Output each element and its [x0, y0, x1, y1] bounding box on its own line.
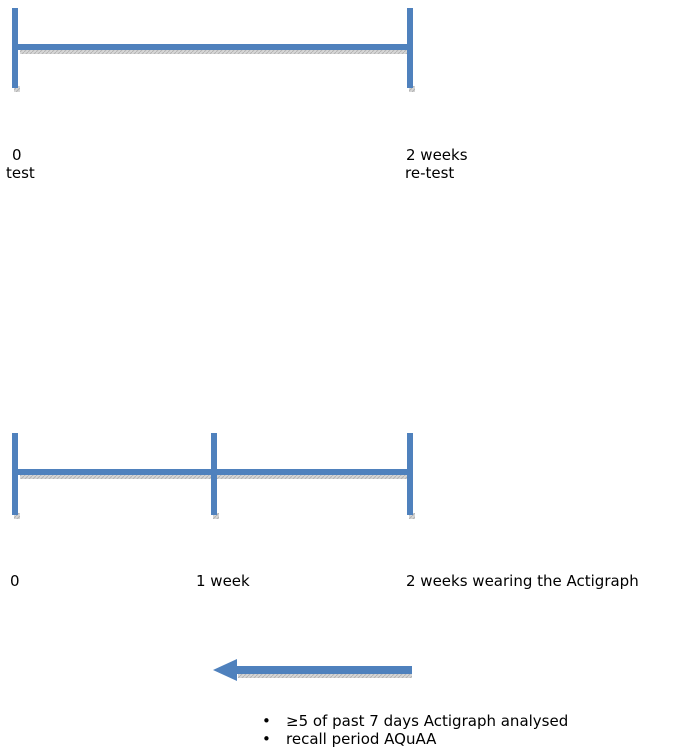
- bullet-icon: •: [262, 712, 271, 730]
- list-item: • ≥5 of past 7 days Actigraph analysed: [262, 712, 569, 730]
- timeline2-start-tick: [12, 433, 18, 515]
- timeline2-start-tick-shadow: [14, 513, 20, 519]
- timeline2-end-tick-shadow: [409, 513, 415, 519]
- timeline1-axis: [18, 44, 410, 50]
- note-text: recall period AQuAA: [286, 730, 437, 748]
- timeline1-end-tick: [407, 8, 413, 88]
- left-arrow: [213, 659, 412, 681]
- timeline-test-retest: [12, 8, 415, 92]
- timeline1-end-caption: re-test: [405, 164, 455, 182]
- timeline2-mid-tick-shadow: [213, 513, 219, 519]
- timeline2-end-value: 2 weeks wearing the Actigraph: [406, 572, 639, 590]
- timeline2-end-tick: [407, 433, 413, 515]
- timeline2-start-value: 0: [10, 572, 20, 590]
- notes-list: • ≥5 of past 7 days Actigraph analysed •…: [262, 712, 569, 748]
- timeline1-end-tick-shadow: [409, 86, 415, 92]
- note-text: ≥5 of past 7 days Actigraph analysed: [286, 712, 569, 730]
- list-item: • recall period AQuAA: [262, 730, 568, 748]
- timeline1-start-value: 0: [12, 146, 22, 164]
- arrow-head: [213, 659, 237, 681]
- timeline1-start-tick-shadow: [14, 86, 20, 92]
- timeline1-shadow: [20, 50, 408, 54]
- timeline1-end-value: 2 weeks: [406, 146, 468, 164]
- bullet-icon: •: [262, 730, 271, 748]
- timeline2-mid-tick: [211, 433, 217, 515]
- arrow-shaft: [234, 666, 412, 674]
- timeline1-start-tick: [12, 8, 18, 88]
- timeline1-start-caption: test: [6, 164, 35, 182]
- timeline2-mid-value: 1 week: [196, 572, 250, 590]
- arrow-shadow: [238, 674, 412, 678]
- timeline-actigraph: [12, 433, 415, 519]
